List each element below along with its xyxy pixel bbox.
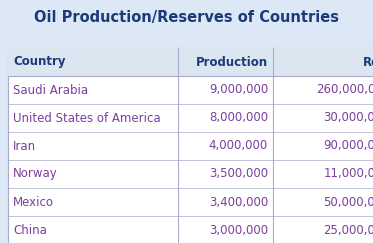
Text: Oil Production/Reserves of Countries: Oil Production/Reserves of Countries (34, 10, 339, 26)
Text: Saudi Arabia: Saudi Arabia (13, 84, 88, 96)
Text: Production: Production (196, 55, 268, 69)
Text: Reserve: Reserve (363, 55, 373, 69)
Text: 25,000,000,000: 25,000,000,000 (323, 224, 373, 236)
Text: Mexico: Mexico (13, 196, 54, 208)
Text: 4,000,000: 4,000,000 (209, 139, 268, 153)
Text: 9,000,000: 9,000,000 (209, 84, 268, 96)
Text: Norway: Norway (13, 167, 58, 181)
Text: 30,000,000,000: 30,000,000,000 (324, 112, 373, 124)
Bar (8, 48, 373, 243)
Text: United States of America: United States of America (13, 112, 161, 124)
Bar (8, 48, 373, 76)
Text: China: China (13, 224, 47, 236)
Text: 8,000,000: 8,000,000 (209, 112, 268, 124)
Text: Iran: Iran (13, 139, 36, 153)
Text: 3,500,000: 3,500,000 (209, 167, 268, 181)
Text: 3,000,000: 3,000,000 (209, 224, 268, 236)
Text: 11,000,000,000: 11,000,000,000 (323, 167, 373, 181)
Text: Country: Country (13, 55, 66, 69)
Text: 90,000,000,000: 90,000,000,000 (323, 139, 373, 153)
Text: 260,000,000,000: 260,000,000,000 (316, 84, 373, 96)
Text: 3,400,000: 3,400,000 (209, 196, 268, 208)
Text: 50,000,000,000: 50,000,000,000 (324, 196, 373, 208)
